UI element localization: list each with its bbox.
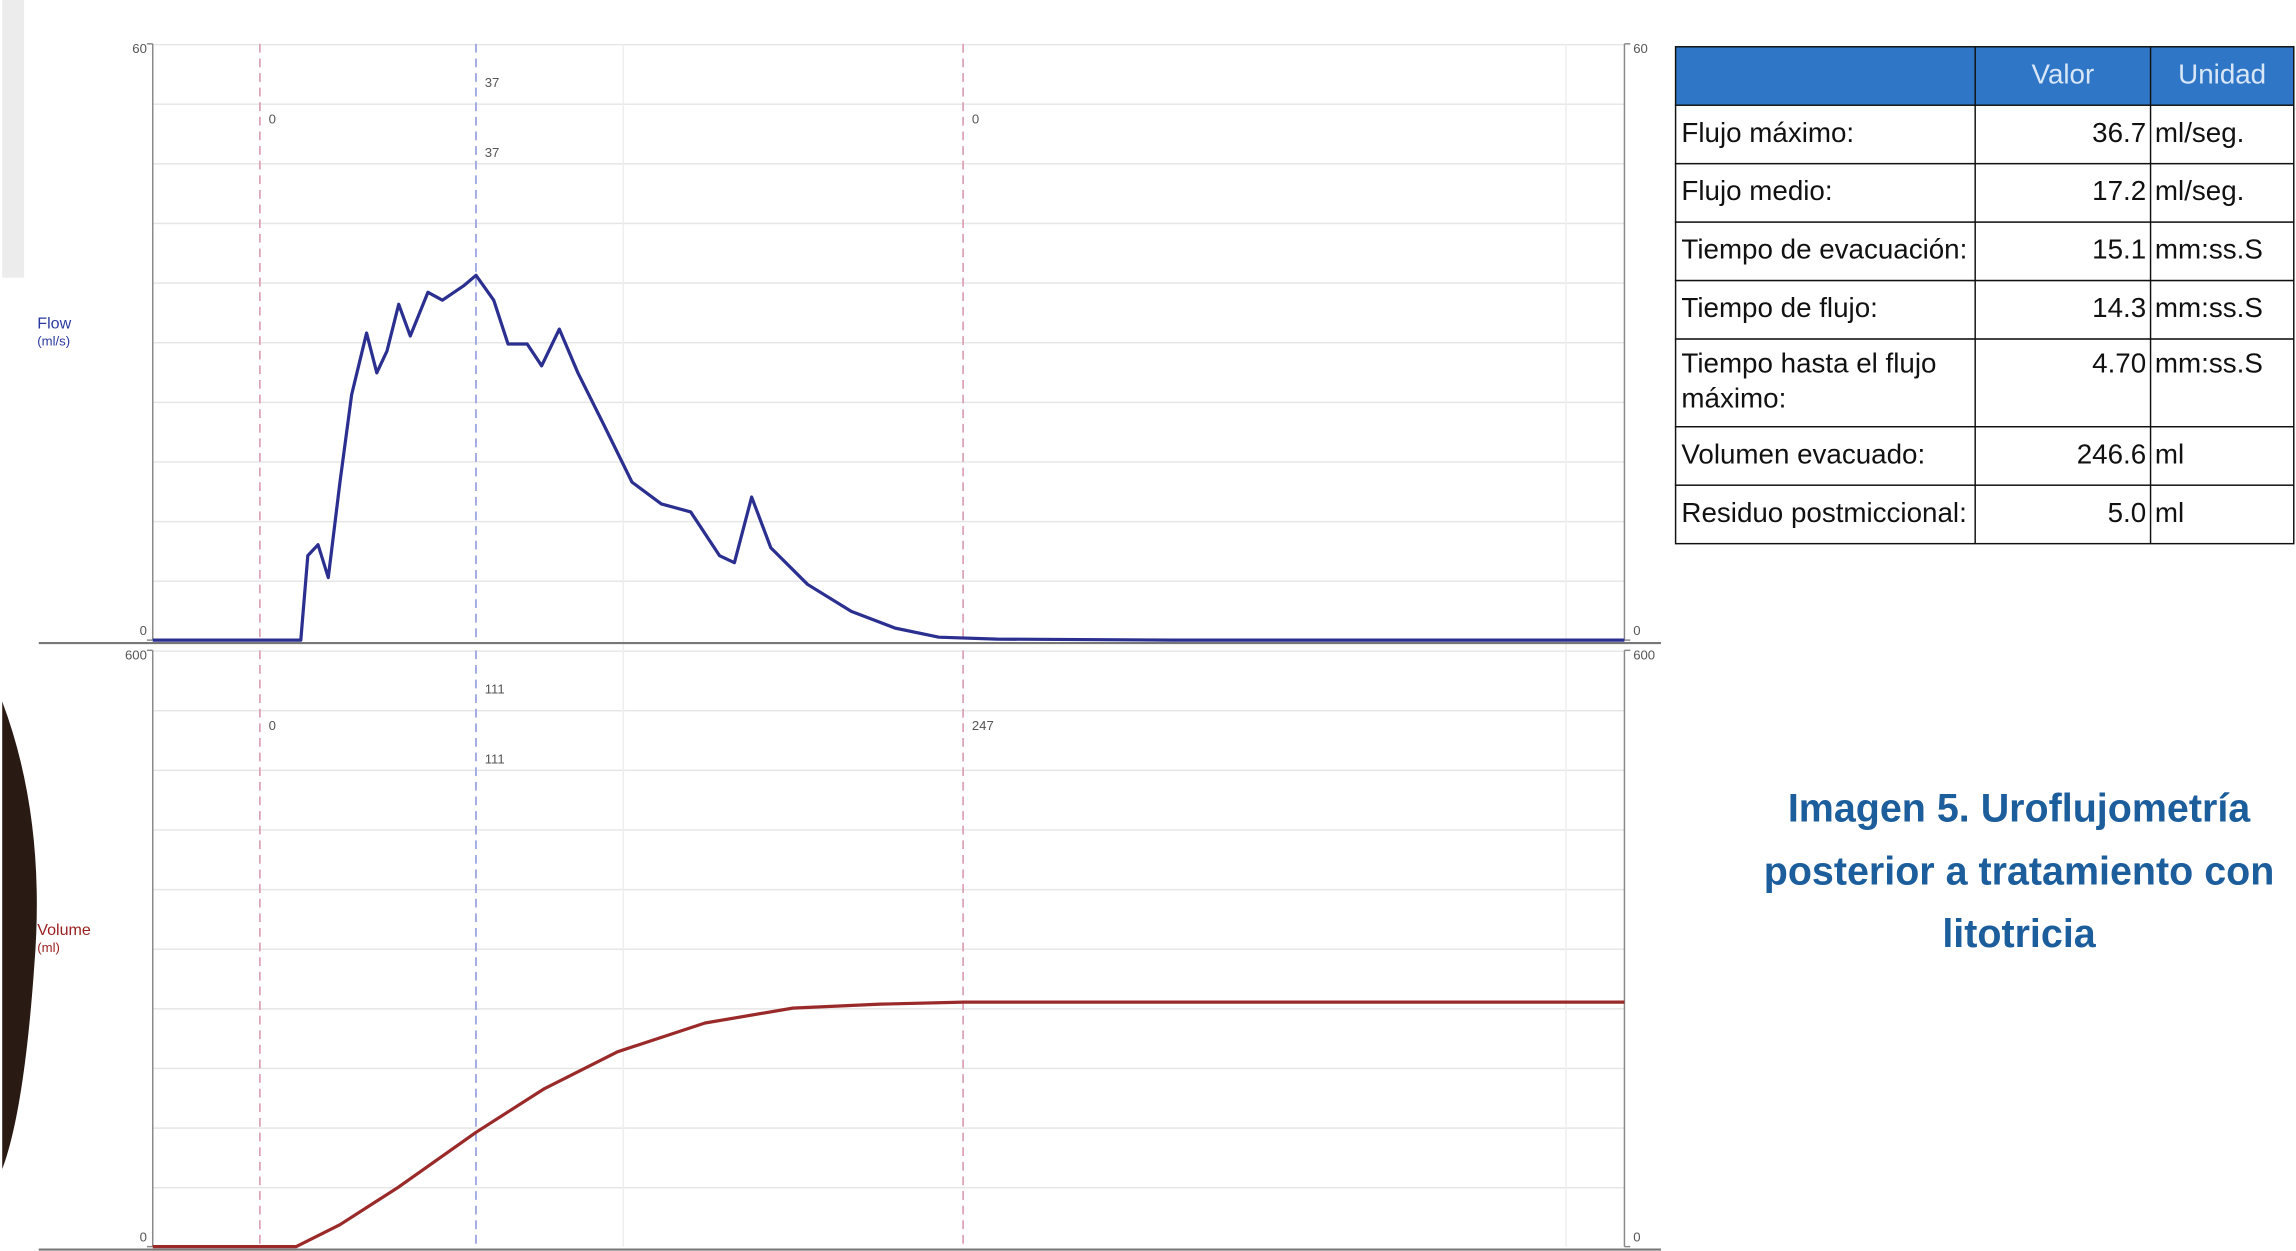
row-unit: ml [2155, 438, 2184, 469]
y-tick-label-right: 60 [1633, 41, 1648, 56]
row-value: 17.2 [2092, 175, 2146, 206]
row-unit: ml/seg. [2155, 117, 2244, 148]
row-unit: ml/seg. [2155, 175, 2244, 206]
cursor-label: 0 [269, 718, 276, 733]
y-tick-label: 600 [125, 648, 147, 663]
cursor-label: 111 [485, 681, 505, 696]
row-unit: mm:ss.S [2155, 234, 2263, 265]
row-value: 5.0 [2108, 497, 2147, 528]
background-photo [2, 701, 37, 1169]
caption: Imagen 5. Uroflujometría posterior a trat… [1764, 787, 2275, 957]
row-label: Residuo postmiccional: [1681, 497, 1966, 528]
row-unit: ml [2155, 497, 2184, 528]
y-tick-label-right: 600 [1633, 648, 1655, 663]
row-unit: mm:ss.S [2155, 348, 2263, 379]
cursor-label: 0 [972, 111, 979, 126]
y-tick-label-right: 0 [1633, 623, 1640, 638]
caption-line: posterior a tratamiento con [1764, 849, 2275, 893]
y-axis-title: Flow [37, 315, 71, 333]
row-label: Tiempo de flujo: [1681, 292, 1877, 323]
row-label: Tiempo de evacuación: [1681, 234, 1967, 265]
cursor-label: 37 [485, 75, 500, 90]
y-tick-label-right: 0 [1633, 1229, 1640, 1244]
cursor-label: 0 [269, 111, 276, 126]
page: 0 0 60 60 Flow(ml/s) 0 37 37 0 0 0 600 600 Volume(ml)… [0, 0, 2296, 1251]
row-value: 4.70 [2092, 348, 2146, 379]
row-value: 14.3 [2092, 292, 2146, 323]
grid-background [153, 44, 1625, 640]
row-value: 15.1 [2092, 234, 2146, 265]
y-axis-unit: (ml/s) [37, 333, 70, 348]
row-label: Flujo máximo: [1681, 117, 1854, 148]
column-header: Valor [2031, 58, 2094, 89]
caption-line: litotricia [1942, 912, 2096, 956]
caption-line: Imagen 5. Uroflujometría [1788, 787, 2251, 831]
background-photo [2, 0, 24, 278]
cursor-label: 37 [485, 145, 500, 160]
row-label: Volumen evacuado: [1681, 438, 1925, 469]
cursor-label: 247 [972, 718, 994, 733]
y-axis-title: Volume [37, 921, 91, 939]
y-tick-label: 0 [140, 1229, 147, 1244]
y-tick-label: 0 [140, 623, 147, 638]
y-tick-label: 60 [132, 41, 147, 56]
row-label: Flujo medio: [1681, 175, 1832, 206]
row-value: 36.7 [2092, 117, 2146, 148]
row-value: 246.6 [2077, 438, 2146, 469]
column-header: Unidad [2178, 58, 2266, 89]
y-axis-unit: (ml) [37, 940, 60, 955]
grid-background [153, 650, 1625, 1246]
cursor-label: 111 [485, 751, 505, 766]
results-table: Valor Unidad Flujo máximo: 36.7 ml/seg. Flujo… [1676, 47, 2294, 544]
row-unit: mm:ss.S [2155, 292, 2263, 323]
